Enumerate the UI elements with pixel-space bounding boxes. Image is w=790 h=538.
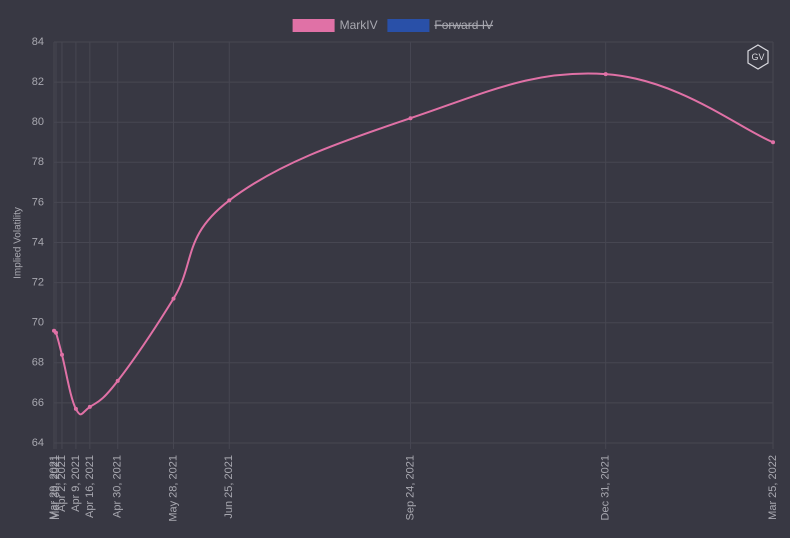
- x-tick-label: Mar 29, 2021: [48, 455, 60, 520]
- logo-hexagon: [747, 44, 769, 70]
- legend-swatch: [387, 19, 430, 32]
- y-tick-label: 84: [32, 36, 44, 48]
- x-tick-label: Mar 25, 2022: [767, 455, 779, 520]
- point: [73, 406, 78, 411]
- x-tick-label: Mar 30, 2021: [50, 455, 62, 520]
- x-tick-label: Jun 25, 2021: [223, 455, 235, 519]
- x-tick-label: May 28, 2021: [167, 455, 179, 522]
- legend-label: Forward IV: [434, 18, 493, 32]
- point: [87, 404, 92, 409]
- y-tick-label: 74: [32, 236, 44, 248]
- point: [227, 198, 232, 203]
- y-tick-label: 70: [32, 317, 44, 329]
- y-axis-label: Implied Volatility: [13, 207, 24, 279]
- y-tick-label: 76: [32, 196, 44, 208]
- y-tick-label: 64: [32, 437, 44, 449]
- point: [408, 116, 413, 121]
- y-tick-label: 72: [32, 277, 44, 289]
- x-tick-label: Apr 16, 2021: [84, 455, 96, 518]
- logo-text: GV: [751, 52, 764, 62]
- point: [53, 330, 58, 335]
- point: [771, 140, 775, 145]
- x-tick-label: Sep 24, 2021: [404, 455, 416, 520]
- x-tick-label: Dec 31, 2021: [600, 455, 612, 520]
- legend-swatch: [292, 19, 335, 32]
- x-tick-label: Apr 9, 2021: [70, 455, 82, 512]
- legend-label: MarkIV: [340, 18, 378, 32]
- point: [171, 296, 176, 301]
- y-tick-label: 78: [32, 156, 44, 168]
- logo: GV: [747, 44, 769, 70]
- y-tick-label: 82: [32, 76, 44, 88]
- point: [603, 72, 608, 77]
- x-tick-label: Apr 30, 2021: [112, 455, 124, 518]
- point: [59, 352, 64, 357]
- y-tick-label: 80: [32, 116, 44, 128]
- point: [115, 378, 120, 383]
- x-tick-label: Apr 2, 2021: [56, 455, 68, 512]
- y-tick-label: 66: [32, 397, 44, 409]
- y-tick-label: 68: [32, 357, 44, 369]
